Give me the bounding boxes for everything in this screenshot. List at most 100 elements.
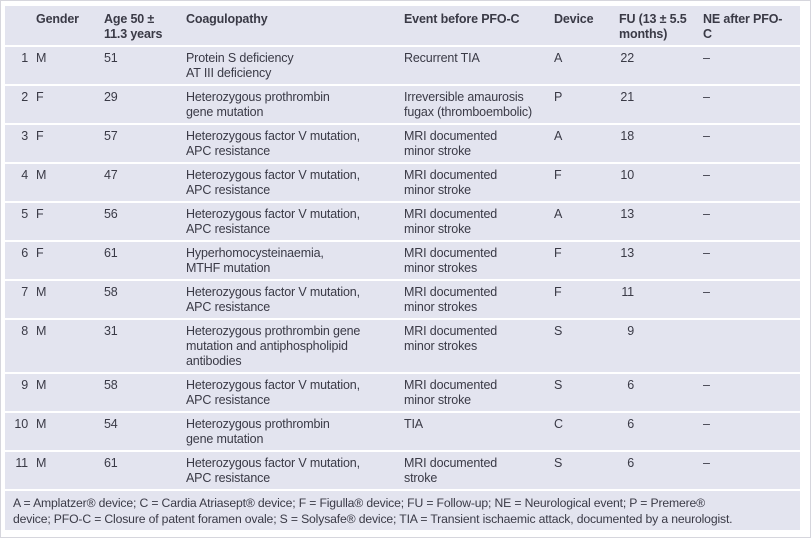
cell-ne: – — [703, 84, 800, 124]
cell-event: MRI documented minor strokes — [404, 240, 554, 280]
header-ne-after-pfo-c: NE after PFO-C — [703, 6, 800, 47]
cell-age: 58 — [104, 372, 186, 412]
cell-device: S — [554, 450, 619, 489]
cell-coagulopathy: Protein S deficiency AT III deficiency — [186, 45, 404, 85]
cell-row-number: 6 — [5, 240, 36, 280]
cell-event: MRI documented minor strokes — [404, 318, 554, 373]
cell-age: 57 — [104, 123, 186, 163]
cell-coagulopathy: Heterozygous prothrombin gene mutation a… — [186, 318, 404, 373]
cell-row-number: 9 — [5, 372, 36, 412]
header-coagulopathy: Coagulopathy — [186, 6, 404, 47]
cell-gender: M — [36, 411, 104, 451]
follow-up-value: 13 — [620, 246, 634, 260]
cell-ne: – — [703, 123, 800, 163]
cell-age: 31 — [104, 318, 186, 373]
cell-row-number: 5 — [5, 201, 36, 241]
cell-device: S — [554, 372, 619, 412]
cell-device: F — [554, 162, 619, 202]
table-row: 7 M 58 Heterozygous factor V mutation, A… — [5, 279, 800, 319]
follow-up-value: 6 — [627, 456, 634, 470]
cell-ne: – — [703, 201, 800, 241]
cell-device: A — [554, 201, 619, 241]
cell-gender: M — [36, 372, 104, 412]
cell-age: 54 — [104, 411, 186, 451]
table-row: 4 M 47 Heterozygous factor V mutation, A… — [5, 162, 800, 202]
cell-ne: – — [703, 45, 800, 85]
cell-device: S — [554, 318, 619, 373]
follow-up-value: 21 — [620, 90, 634, 104]
table-row: 11 M 61 Heterozygous factor V mutation, … — [5, 450, 800, 489]
header-event-before-pfo-c: Event before PFO-C — [404, 6, 554, 47]
table-row: 10 M 54 Heterozygous prothrombin gene mu… — [5, 411, 800, 451]
follow-up-value: 10 — [620, 168, 634, 182]
cell-event: MRI documented minor stroke — [404, 162, 554, 202]
cell-device: F — [554, 240, 619, 280]
follow-up-value: 9 — [627, 324, 634, 338]
follow-up-value: 11 — [621, 285, 634, 299]
cell-event: TIA — [404, 411, 554, 451]
cell-event: MRI documented minor stroke — [404, 123, 554, 163]
cell-row-number: 3 — [5, 123, 36, 163]
cell-row-number: 10 — [5, 411, 36, 451]
header-row-number — [5, 6, 36, 47]
cell-age: 47 — [104, 162, 186, 202]
cell-follow-up: 13 — [619, 240, 703, 280]
cell-coagulopathy: Heterozygous factor V mutation, APC resi… — [186, 279, 404, 319]
cell-coagulopathy: Hyperhomocysteinaemia, MTHF mutation — [186, 240, 404, 280]
header-row: Gender Age 50 ± 11.3 years Coagulopathy … — [5, 6, 800, 47]
cell-follow-up: 13 — [619, 201, 703, 241]
cell-age: 61 — [104, 240, 186, 280]
cell-event: MRI documented minor stroke — [404, 372, 554, 412]
cell-coagulopathy: Heterozygous factor V mutation, APC resi… — [186, 372, 404, 412]
cell-coagulopathy: Heterozygous factor V mutation, APC resi… — [186, 162, 404, 202]
follow-up-value: 13 — [620, 207, 634, 221]
cell-age: 29 — [104, 84, 186, 124]
cell-gender: M — [36, 318, 104, 373]
cell-ne — [703, 318, 800, 373]
cell-age: 56 — [104, 201, 186, 241]
cell-follow-up: 6 — [619, 372, 703, 412]
table-header: Gender Age 50 ± 11.3 years Coagulopathy … — [5, 6, 800, 47]
cell-follow-up: 10 — [619, 162, 703, 202]
table-panel: Gender Age 50 ± 11.3 years Coagulopathy … — [5, 6, 800, 530]
follow-up-value: 6 — [627, 417, 634, 431]
cell-coagulopathy: Heterozygous factor V mutation, APC resi… — [186, 450, 404, 489]
cell-gender: M — [36, 450, 104, 489]
cell-row-number: 4 — [5, 162, 36, 202]
table-row: 3 F 57 Heterozygous factor V mutation, A… — [5, 123, 800, 163]
header-gender: Gender — [36, 6, 104, 47]
table-row: 9 M 58 Heterozygous factor V mutation, A… — [5, 372, 800, 412]
cell-gender: M — [36, 162, 104, 202]
cell-row-number: 1 — [5, 45, 36, 85]
cell-row-number: 8 — [5, 318, 36, 373]
cell-follow-up: 11 — [619, 279, 703, 319]
cell-gender: F — [36, 201, 104, 241]
table-row: 5 F 56 Heterozygous factor V mutation, A… — [5, 201, 800, 241]
cell-device: F — [554, 279, 619, 319]
table-row: 2 F 29 Heterozygous prothrombin gene mut… — [5, 84, 800, 124]
table-row: 8 M 31 Heterozygous prothrombin gene mut… — [5, 318, 800, 373]
cell-event: Recurrent TIA — [404, 45, 554, 85]
cell-coagulopathy: Heterozygous factor V mutation, APC resi… — [186, 123, 404, 163]
table-row: 6 F 61 Hyperhomocysteinaemia, MTHF mutat… — [5, 240, 800, 280]
follow-up-value: 18 — [620, 129, 634, 143]
cell-coagulopathy: Heterozygous factor V mutation, APC resi… — [186, 201, 404, 241]
cell-device: A — [554, 123, 619, 163]
cell-coagulopathy: Heterozygous prothrombin gene mutation — [186, 411, 404, 451]
header-age: Age 50 ± 11.3 years — [104, 6, 186, 47]
table-body: 1 M 51 Protein S deficiency AT III defic… — [5, 45, 800, 489]
cell-ne: – — [703, 450, 800, 489]
cell-ne: – — [703, 240, 800, 280]
cell-event: MRI documented minor strokes — [404, 279, 554, 319]
follow-up-value: 22 — [620, 51, 634, 65]
cell-device: P — [554, 84, 619, 124]
follow-up-value: 6 — [627, 378, 634, 392]
table-footnote: A = Amplatzer® device; C = Cardia Atrias… — [5, 489, 800, 530]
cell-device: C — [554, 411, 619, 451]
cell-row-number: 2 — [5, 84, 36, 124]
table-row: 1 M 51 Protein S deficiency AT III defic… — [5, 45, 800, 85]
cell-ne: – — [703, 279, 800, 319]
cell-event: MRI documented minor stroke — [404, 201, 554, 241]
header-device: Device — [554, 6, 619, 47]
